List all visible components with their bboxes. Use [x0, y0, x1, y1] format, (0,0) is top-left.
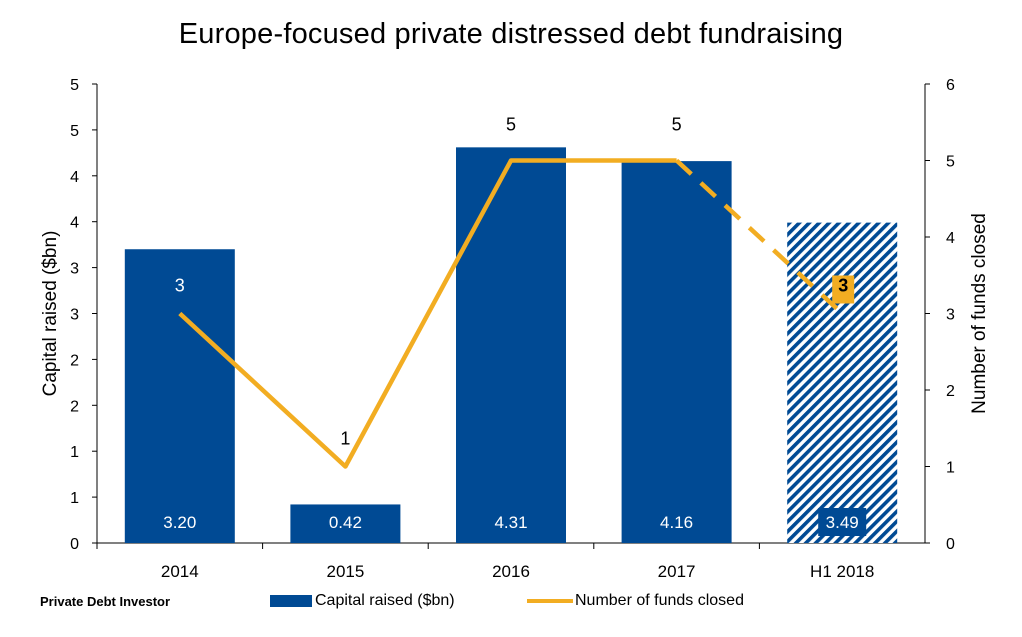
right-axis-tick-label: 5 — [946, 154, 955, 171]
line-value-label: 3 — [838, 276, 848, 296]
line-value-label: 5 — [672, 115, 682, 135]
left-axis-tick-label: 2 — [70, 352, 79, 369]
line-value-label: 1 — [340, 429, 350, 449]
bar-value-label: 3.49 — [826, 513, 859, 532]
right-axis-tick-label: 3 — [946, 307, 955, 324]
bar-value-label: 3.20 — [163, 513, 196, 532]
right-axis-tick-label: 0 — [946, 536, 955, 553]
bar-capital-2015 — [290, 504, 401, 543]
left-axis-tick-label: 3 — [70, 261, 79, 278]
x-axis-tick-label: 2017 — [658, 562, 696, 581]
left-axis-tick-label: 3 — [70, 307, 79, 324]
left-axis-tick-label: 4 — [70, 215, 79, 232]
legend-item-funds: Number of funds closed — [527, 592, 744, 610]
x-axis-tick-label: 2014 — [161, 562, 199, 581]
left-axis-tick-label: 1 — [70, 444, 79, 461]
legend-item-capital: Capital raised ($bn) — [270, 592, 455, 610]
bar-capital-h1-2018 — [787, 222, 898, 544]
legend-swatch-capital — [270, 595, 312, 607]
right-axis-tick-label: 1 — [946, 460, 955, 477]
bar-value-label-bg — [818, 508, 867, 536]
legend-label-capital: Capital raised ($bn) — [315, 592, 455, 609]
chart-title: Europe-focused private distressed debt f… — [178, 18, 844, 50]
line-funds-dashed — [675, 158, 844, 316]
right-axis-tick-label: 6 — [946, 77, 955, 94]
bar-capital-2014 — [124, 249, 235, 544]
right-axis-tick-label: 4 — [946, 230, 955, 247]
bar-capital-2017 — [621, 161, 732, 543]
x-axis-tick-label: 2016 — [492, 562, 530, 581]
bar-value-label: 4.31 — [494, 513, 527, 532]
line-funds-solid — [178, 158, 677, 469]
right-axis-title: Number of funds closed — [969, 213, 990, 414]
bar-capital-2016 — [456, 147, 566, 544]
x-axis-tick-label: 2015 — [326, 562, 364, 581]
left-axis-tick-label: 0 — [70, 536, 79, 553]
line-value-label: 3 — [175, 276, 185, 296]
right-axis-tick-label: 2 — [946, 383, 955, 400]
left-axis-tick-label: 2 — [70, 398, 79, 415]
line-value-label-bg — [832, 275, 855, 304]
left-axis-tick-label: 5 — [70, 123, 79, 140]
bar-value-label: 4.16 — [660, 513, 693, 532]
line-value-label: 5 — [506, 115, 516, 135]
left-axis-tick-label: 4 — [70, 169, 79, 186]
left-axis-tick-label: 1 — [70, 490, 79, 507]
left-axis-title: Capital raised ($bn) — [40, 231, 61, 397]
legend-label-funds: Number of funds closed — [575, 592, 744, 609]
source-label: Private Debt Investor — [40, 594, 171, 609]
left-axis-tick-label: 5 — [70, 77, 79, 94]
bar-value-label: 0.42 — [329, 513, 362, 532]
x-axis-tick-label: H1 2018 — [810, 562, 874, 581]
legend-swatch-funds — [527, 599, 573, 603]
